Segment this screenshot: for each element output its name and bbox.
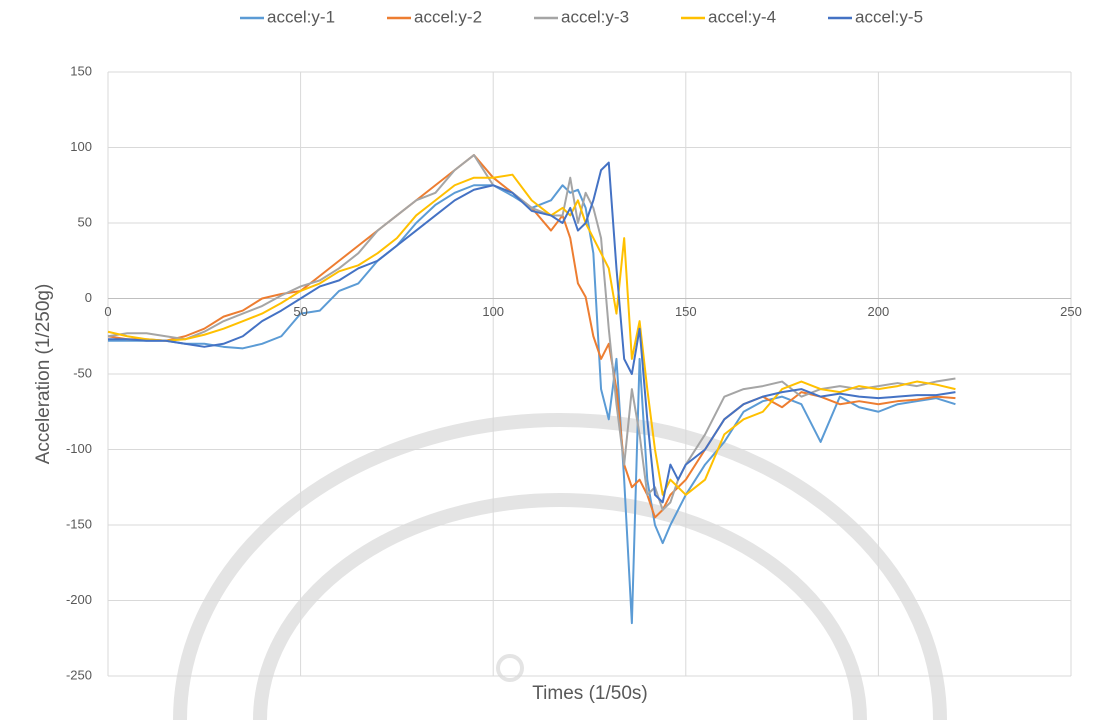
y-tick-label: 150: [70, 63, 92, 78]
chart: Times (1/50s) Acceleration (1/250g) -250…: [0, 0, 1102, 720]
legend-label: accel:y-2: [414, 7, 482, 26]
legend-label: accel:y-5: [855, 7, 923, 26]
legend-label: accel:y-1: [267, 7, 335, 26]
x-tick-label: 200: [868, 304, 890, 319]
y-tick-label: 0: [85, 290, 92, 305]
y-tick-label: -150: [66, 516, 92, 531]
y-tick-label: 100: [70, 139, 92, 154]
x-tick-label: 0: [104, 304, 111, 319]
y-tick-label: -200: [66, 592, 92, 607]
y-tick-label: -250: [66, 667, 92, 682]
y-axis-title: Acceleration (1/250g): [33, 284, 54, 465]
x-axis-title: Times (1/50s): [532, 683, 647, 704]
x-tick-label: 50: [293, 304, 307, 319]
legend-label: accel:y-4: [708, 7, 776, 26]
x-tick-label: 250: [1060, 304, 1082, 319]
y-tick-label: -100: [66, 441, 92, 456]
x-tick-label: 100: [482, 304, 504, 319]
x-tick-label: 150: [675, 304, 697, 319]
page: Times (1/50s) Acceleration (1/250g) -250…: [0, 0, 1102, 720]
y-tick-label: -50: [73, 365, 92, 380]
background: [0, 0, 1102, 720]
y-tick-label: 50: [78, 214, 92, 229]
legend-label: accel:y-3: [561, 7, 629, 26]
